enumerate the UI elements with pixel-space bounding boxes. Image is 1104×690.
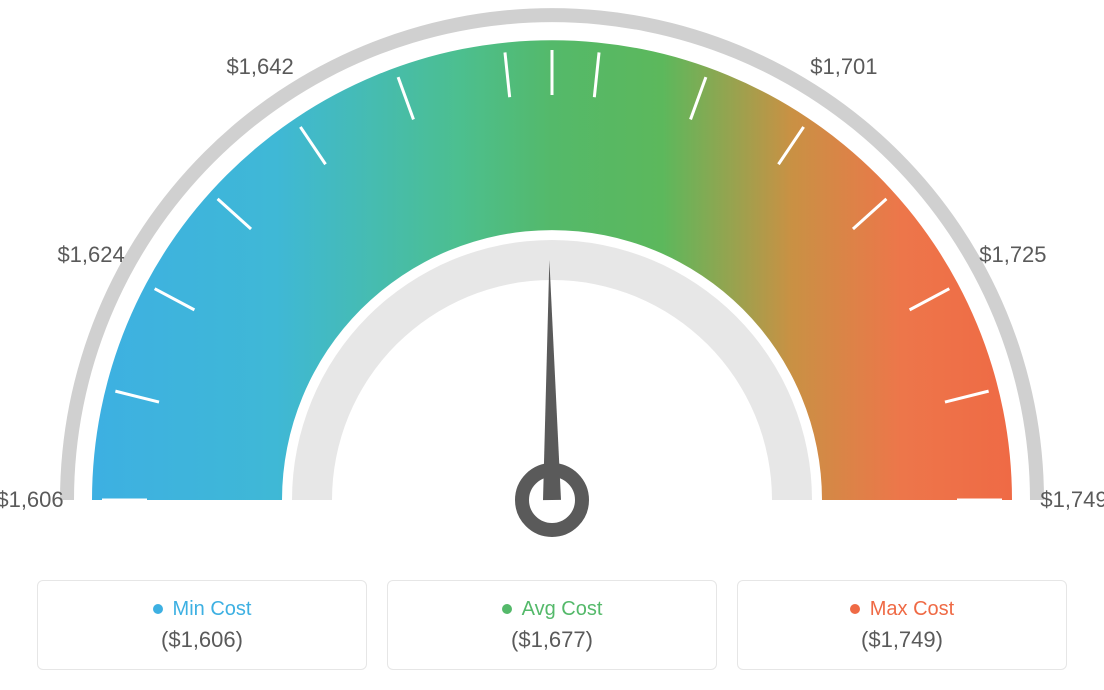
gauge-scale-label: $1,725 <box>979 242 1046 268</box>
legend-card-min: Min Cost ($1,606) <box>37 580 367 670</box>
legend-title-text: Min Cost <box>173 598 252 621</box>
legend-title-text: Avg Cost <box>522 598 603 621</box>
gauge-scale-label: $1,642 <box>226 54 293 80</box>
gauge-scale-label: $1,606 <box>0 487 64 513</box>
legend-row: Min Cost ($1,606) Avg Cost ($1,677) Max … <box>0 580 1104 670</box>
legend-value-min: ($1,606) <box>161 627 243 653</box>
legend-title-avg: Avg Cost <box>502 598 603 621</box>
legend-value-avg: ($1,677) <box>511 627 593 653</box>
legend-title-min: Min Cost <box>153 598 252 621</box>
gauge-scale-label: $1,701 <box>810 54 877 80</box>
gauge-scale-label: $1,749 <box>1040 487 1104 513</box>
legend-title-text: Max Cost <box>870 598 954 621</box>
bullet-icon <box>153 604 163 614</box>
legend-card-max: Max Cost ($1,749) <box>737 580 1067 670</box>
legend-card-avg: Avg Cost ($1,677) <box>387 580 717 670</box>
legend-value-max: ($1,749) <box>861 627 943 653</box>
gauge-svg <box>0 0 1104 550</box>
gauge-scale-label: $1,624 <box>57 242 124 268</box>
bullet-icon <box>850 604 860 614</box>
gauge-chart: $1,606$1,624$1,642$1,677$1,701$1,725$1,7… <box>0 0 1104 550</box>
legend-title-max: Max Cost <box>850 598 954 621</box>
bullet-icon <box>502 604 512 614</box>
